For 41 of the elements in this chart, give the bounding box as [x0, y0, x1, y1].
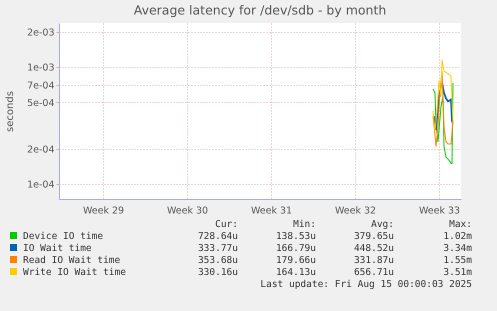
text: 379.65u: [352, 230, 394, 242]
x-tick-label: Week 30: [166, 206, 208, 216]
y-tick-label: 5e-04: [27, 98, 54, 109]
legend-label: Device IO time: [22, 230, 104, 242]
text: Max:: [448, 218, 472, 230]
legend-label: IO Wait time: [22, 242, 93, 254]
y-tick-label: 1e-04: [27, 180, 54, 191]
x-tick-label: Week 31: [250, 206, 292, 216]
text: 166.79u: [274, 242, 316, 254]
text: Min:: [292, 218, 316, 230]
text: 164.13u: [274, 266, 316, 278]
legend-label: Read IO Wait time: [22, 254, 122, 266]
y-axis-title: seconds: [5, 91, 16, 132]
chart-title: Average latency for /dev/sdb - by month: [134, 2, 386, 18]
text: 333.77u: [196, 242, 238, 254]
line-series: [432, 70, 454, 147]
text: Last update: Fri Aug 15 00:00:03 2025: [259, 278, 472, 290]
text: 330.16u: [196, 266, 238, 278]
line-series: [432, 59, 454, 132]
text: 179.66u: [274, 254, 316, 266]
text: 3.34m: [442, 242, 472, 254]
text: 1.02m: [442, 230, 472, 242]
y-tick-label: 2e-04: [27, 144, 54, 156]
text: 656.71u: [352, 266, 394, 278]
legend-label: Write IO Wait time: [22, 266, 127, 278]
text: 448.52u: [352, 242, 394, 254]
text: 353.68u: [196, 254, 238, 266]
x-tick-label: Week 32: [334, 206, 376, 216]
text: 331.87u: [352, 254, 394, 266]
y-tick-label: 2e-03: [27, 27, 54, 38]
text: Cur:: [214, 218, 238, 230]
y-tick-label: 1e-03: [27, 62, 54, 74]
text: 138.53u: [274, 230, 316, 242]
y-tick-label: 7e-04: [27, 80, 54, 92]
line-series: [433, 81, 454, 130]
text: 1.55m: [442, 254, 472, 266]
x-tick-label: Week 33: [418, 206, 460, 216]
x-tick-label: Week 29: [82, 206, 124, 216]
text: 3.51m: [442, 266, 472, 278]
text: Avg:: [370, 218, 394, 230]
text: 728.64u: [196, 230, 238, 242]
